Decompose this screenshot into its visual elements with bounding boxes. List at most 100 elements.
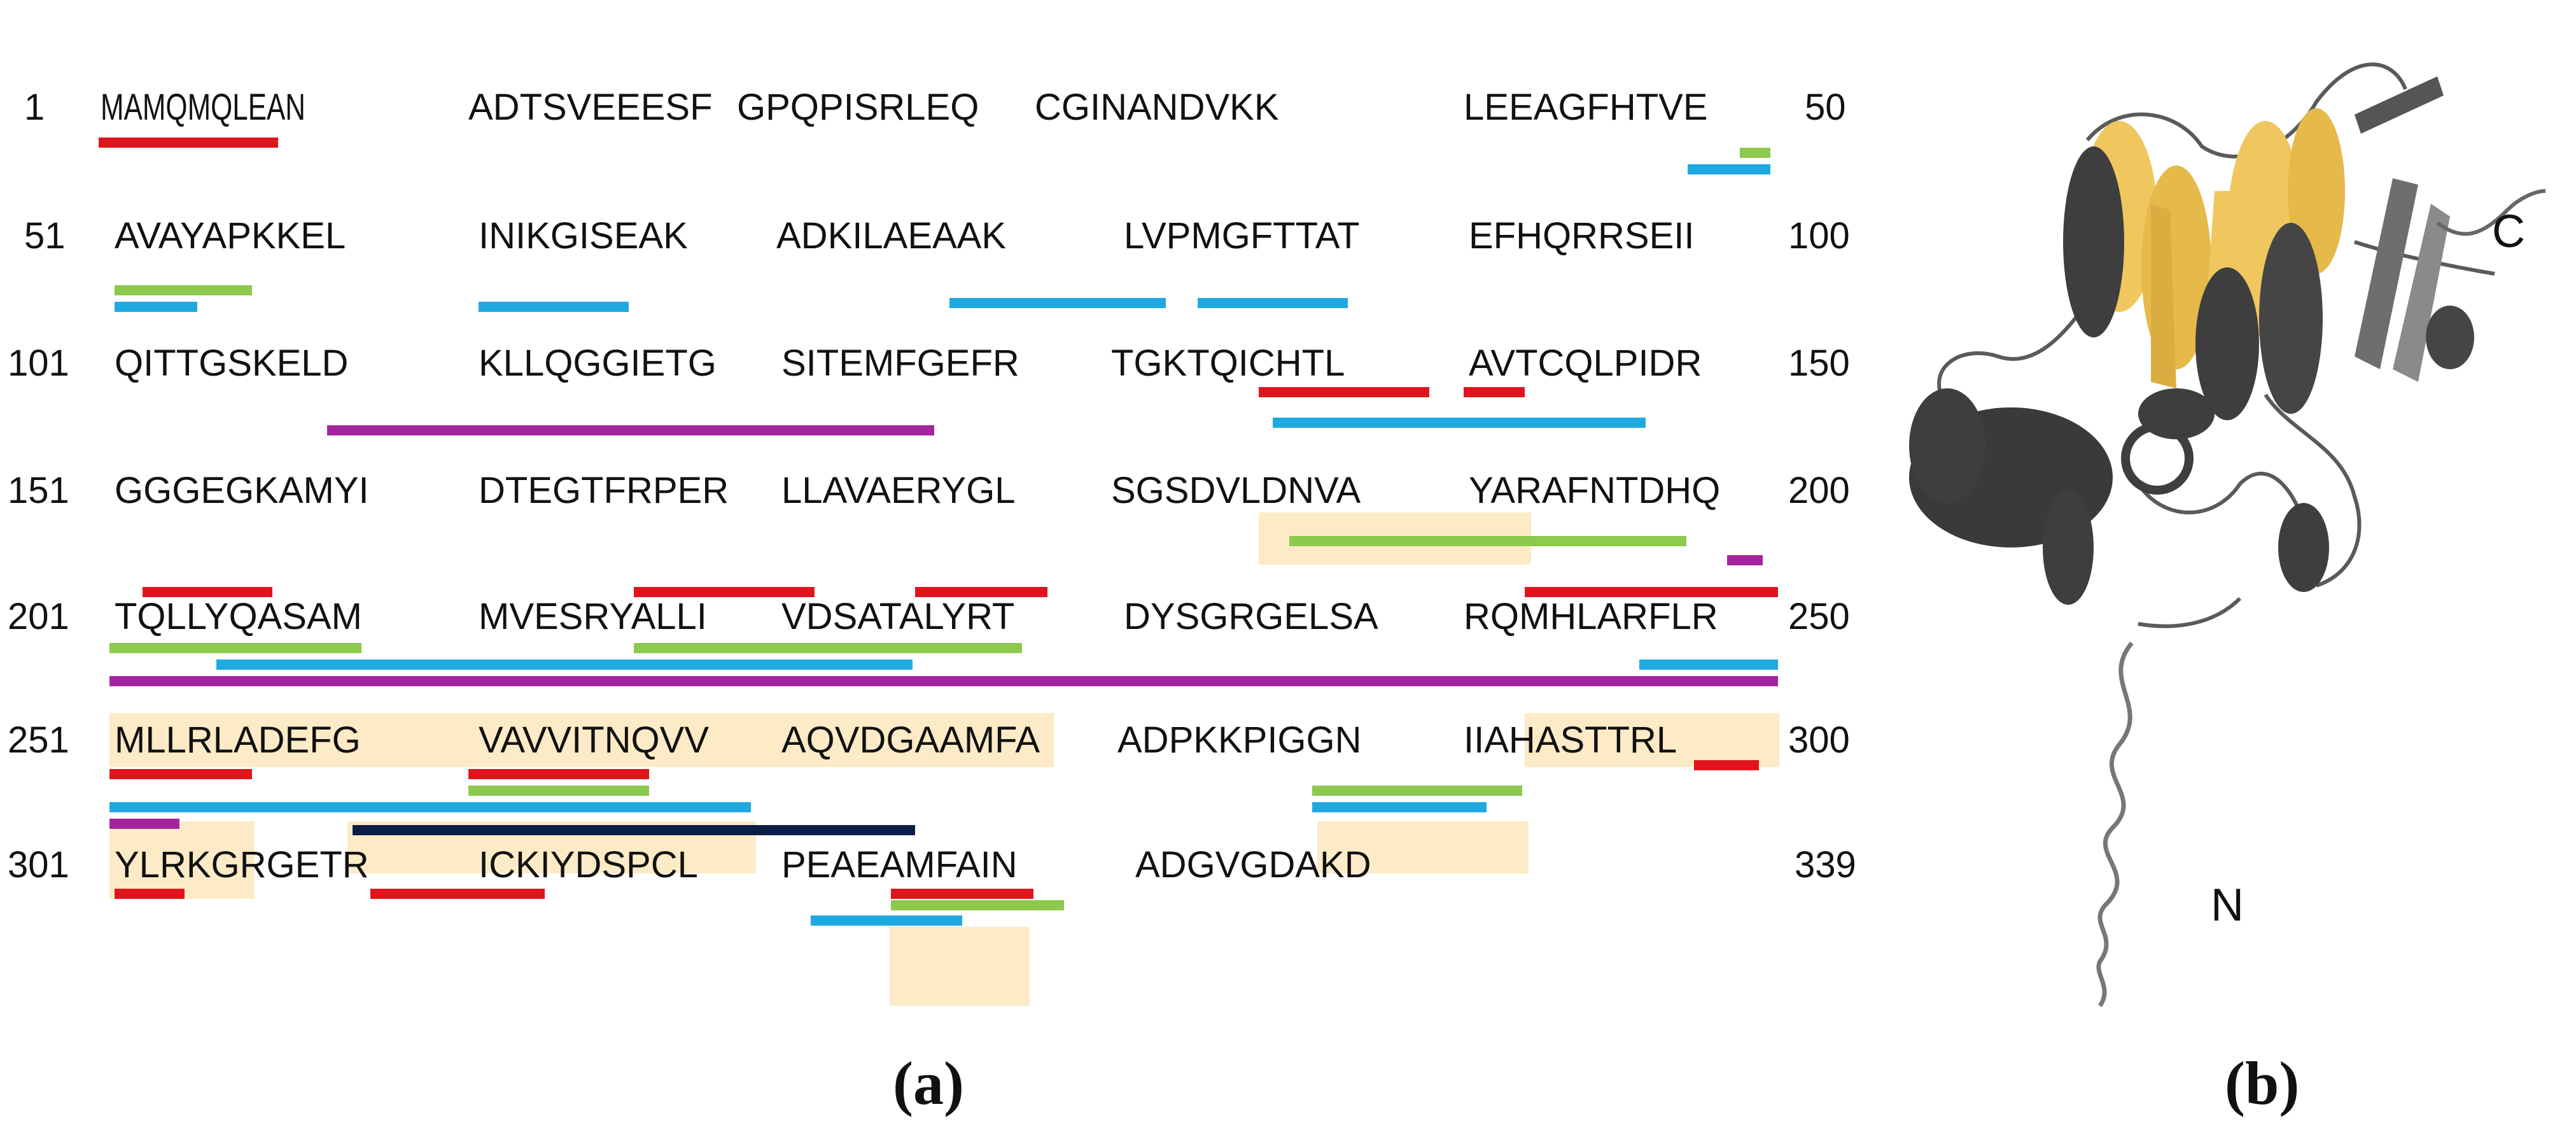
sequence-group: VAVVITNQVV [479, 719, 709, 761]
sequence-group: KLLQGGIETG [479, 343, 717, 384]
blue-bar [949, 298, 1166, 308]
sequence-group: CGINANDVKK [1035, 87, 1279, 128]
sequence-group: QITTGSKELD [115, 343, 348, 384]
sequence-group: SITEMFGEFR [781, 343, 1019, 384]
red-bar [1259, 387, 1429, 397]
row-start-number: 201 [8, 596, 69, 637]
green-bar [109, 643, 361, 653]
sequence-group: TQLLYQASAM [115, 596, 362, 637]
sequence-group: RQMHLARFLR [1464, 596, 1718, 637]
c-terminus-label: C [2492, 206, 2525, 257]
green-bar [468, 786, 649, 796]
red-bar [915, 587, 1047, 597]
red-bar [1694, 760, 1759, 770]
sequence-group: IIAHASTTRL [1464, 719, 1677, 761]
green-bar [1312, 786, 1522, 796]
row-end-number: 200 [1788, 470, 1850, 511]
sequence-group: INIKGISEAK [479, 215, 688, 257]
sequence-group: MLLRLADEFG [115, 719, 361, 761]
blue-bar [811, 915, 962, 926]
row-start-number: 1 [24, 87, 45, 128]
red-bar [634, 587, 815, 597]
highlight-box [890, 927, 1030, 1006]
sequence-group: MVESRYALLI [479, 596, 707, 637]
row-start-number: 251 [8, 719, 69, 761]
sequence-group: AQVDGAAMFA [781, 719, 1040, 761]
green-bar [1740, 148, 1770, 158]
dark-elements [1909, 76, 2474, 605]
blue-bar [1688, 164, 1770, 174]
magenta-bar [109, 676, 1778, 686]
sequence-group: SGSDVLDNVA [1111, 470, 1361, 511]
panel-b-label: (b) [2225, 1049, 2299, 1117]
sequence-group: AVTCQLPIDR [1469, 343, 1702, 384]
sequence-group: LLAVAERYGL [781, 470, 1016, 511]
sequence-group: LEEAGFHTVE [1464, 87, 1708, 128]
sequence-group: GGGEGKAMYI [115, 470, 369, 511]
sequence-group: DTEGTFRPER [479, 470, 729, 511]
dark-helix [2259, 223, 2323, 414]
red-bar [115, 889, 185, 899]
highlight-box [1525, 713, 1779, 767]
dark-helix [2426, 306, 2474, 369]
sequence-group: ICKIYDSPCL [479, 844, 698, 886]
dark-helix [2043, 490, 2094, 605]
blue-bar [1639, 660, 1778, 670]
sequence-group: PEAEAMFAIN [781, 844, 1018, 886]
sequence-group: VDSATALYRT [781, 596, 1014, 637]
row-end-number: 50 [1805, 87, 1846, 128]
sequence-group: MAMQMQLEAN [101, 87, 305, 128]
red-bar [109, 769, 252, 779]
c-terminal-tail [2436, 189, 2546, 236]
gold-strand [2151, 204, 2176, 388]
sequence-panel: 1 MAMQMQLEAN ADTSVEEESF GPQPISRLEQ CGINA… [8, 87, 1856, 1117]
blue-bar [1198, 298, 1348, 308]
blue-bar [1273, 418, 1646, 428]
red-bar [1525, 587, 1778, 597]
red-bar [891, 889, 1033, 899]
blue-bar [479, 302, 629, 312]
blue-bar [115, 302, 197, 312]
green-bar [634, 643, 1022, 653]
red-bar [468, 769, 649, 779]
sequence-group: ADKILAEAAK [776, 215, 1006, 257]
panel-a-label: (a) [893, 1049, 964, 1117]
sequence-group: TGKTQICHTL [1111, 343, 1345, 384]
navy-bar [353, 825, 915, 835]
green-bar [1289, 536, 1686, 546]
dark-helix [2278, 503, 2329, 592]
green-bar [891, 900, 1064, 910]
magenta-bar [109, 819, 179, 829]
dark-helix [1909, 388, 1985, 503]
row-end-number: 339 [1795, 844, 1856, 886]
sequence-group: YARAFNTDHQ [1469, 470, 1720, 511]
highlight-layer [109, 512, 1779, 1006]
structure-panel: C N (b) [1909, 62, 2546, 1117]
dark-helix [2063, 146, 2124, 337]
sequence-group: ADGVGDAKD [1135, 844, 1371, 886]
red-bar [143, 587, 272, 597]
sequence-group: DYSGRGELSA [1124, 596, 1378, 637]
row-end-number: 300 [1788, 719, 1850, 761]
magenta-bar [327, 425, 934, 435]
row-end-number: 150 [1788, 343, 1850, 384]
sequence-group: ADTSVEEESF [468, 87, 713, 128]
sequence-group: YLRKGRGETR [115, 844, 369, 886]
sequence-group: EFHQRRSEII [1469, 215, 1695, 257]
sequence-group: LVPMGFTTAT [1124, 215, 1360, 257]
blue-bar [216, 660, 913, 670]
red-bar [1464, 387, 1525, 397]
sequence-group: ADPKKPIGGN [1117, 719, 1362, 761]
row-end-number: 100 [1788, 215, 1850, 257]
sequence-group: AVAYAPKKEL [115, 215, 346, 257]
highlight-box [109, 821, 255, 899]
dark-helix [2195, 267, 2259, 420]
blue-bar [109, 802, 751, 812]
n-terminus-label: N [2211, 880, 2244, 931]
row-start-number: 101 [8, 343, 69, 384]
magenta-bar [1727, 555, 1763, 565]
grey-strand [2393, 204, 2450, 382]
highlight-box [109, 713, 1054, 767]
